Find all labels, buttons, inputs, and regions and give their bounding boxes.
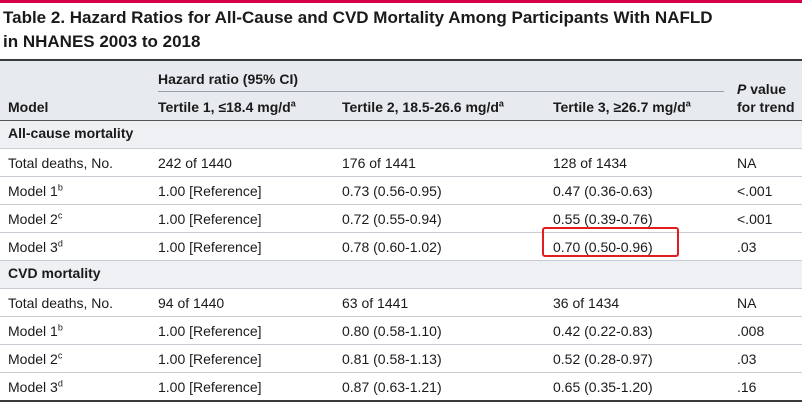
tertile-2-cell: 0.72 (0.55-0.94) xyxy=(342,211,442,227)
tertile-3-cell: 0.52 (0.28-0.97) xyxy=(553,351,653,367)
tertile-1-cell: 1.00 [Reference] xyxy=(158,211,262,227)
section-label: CVD mortality xyxy=(8,265,101,281)
p-value-column-header: P value xyxy=(737,80,786,98)
tertile-3-cell: 0.47 (0.36-0.63) xyxy=(553,183,653,199)
footnote-marker: b xyxy=(57,322,63,333)
model-column-header: Model xyxy=(8,99,49,115)
row-divider xyxy=(0,260,802,261)
top-accent-rule xyxy=(0,0,802,3)
model-cell: Model 1b xyxy=(8,322,63,340)
table-title-line-1: Table 2. Hazard Ratios for All-Cause and… xyxy=(3,8,713,27)
footnote-marker: c xyxy=(57,350,63,361)
p-value-cell: NA xyxy=(737,155,757,171)
model-label: Model 3 xyxy=(8,379,58,395)
p-value-cell: .03 xyxy=(737,351,757,367)
tertile-3-cell: 36 of 1434 xyxy=(553,295,620,311)
model-cell: Model 1b xyxy=(8,182,63,200)
row-divider xyxy=(0,372,802,373)
tertile-3-cell: 128 of 1434 xyxy=(553,155,627,171)
tertile-1-cell: 242 of 1440 xyxy=(158,155,232,171)
model-label: Model 2 xyxy=(8,211,58,227)
tertile-1-cell: 1.00 [Reference] xyxy=(158,183,262,199)
tertile-3-column-header: Tertile 3, ≥26.7 mg/da xyxy=(553,98,691,116)
tertile-2-cell: 176 of 1441 xyxy=(342,155,416,171)
p-value-cell: .008 xyxy=(737,323,765,339)
tertile-2-cell: 0.73 (0.56-0.95) xyxy=(342,183,442,199)
footnote-a-marker: a xyxy=(685,98,691,109)
model-cell: Model 3d xyxy=(8,378,63,396)
tertile-2-cell: 0.78 (0.60-1.02) xyxy=(342,239,442,255)
row-divider xyxy=(0,316,802,317)
p-value-cell: .03 xyxy=(737,239,757,255)
table-title: Table 2. Hazard Ratios for All-Cause and… xyxy=(3,6,793,54)
tertile-2-column-header: Tertile 2, 18.5-26.6 mg/da xyxy=(342,98,504,116)
footnote-marker: d xyxy=(57,238,63,249)
model-cell: Model 3d xyxy=(8,238,63,256)
model-label: Total deaths, No. xyxy=(8,295,114,311)
tertile-2-cell: 0.81 (0.58-1.13) xyxy=(342,351,442,367)
section-row xyxy=(0,121,802,148)
p-value-column-header-line-2: for trend xyxy=(737,99,795,115)
p-value-cell: <.001 xyxy=(737,183,773,199)
tertile-1-cell: 1.00 [Reference] xyxy=(158,379,262,395)
tertile-1-cell: 1.00 [Reference] xyxy=(158,351,262,367)
model-cell: Model 2c xyxy=(8,350,62,368)
model-cell: Total deaths, No. xyxy=(8,154,113,172)
model-cell: Model 2c xyxy=(8,210,62,228)
model-label: Model 1 xyxy=(8,323,58,339)
footnote-marker: d xyxy=(57,378,63,389)
p-value-cell: NA xyxy=(737,295,757,311)
section-row xyxy=(0,261,802,288)
row-divider xyxy=(0,204,802,205)
header-bottom-rule xyxy=(0,120,802,121)
tertile-3-cell: 0.42 (0.22-0.83) xyxy=(553,323,653,339)
row-divider xyxy=(0,288,802,289)
tertile-1-header-text: Tertile 1, ≤18.4 mg/d xyxy=(158,99,291,115)
highlighted-cell-box xyxy=(542,227,679,257)
tertile-2-header-text: Tertile 2, 18.5-26.6 mg/d xyxy=(342,99,499,115)
model-cell: Total deaths, No. xyxy=(8,294,113,312)
tertile-2-cell: 63 of 1441 xyxy=(342,295,409,311)
tertile-3-cell: 0.70 (0.50-0.96) xyxy=(553,239,653,255)
tertile-1-cell: 1.00 [Reference] xyxy=(158,323,262,339)
row-divider xyxy=(0,148,802,149)
tertile-1-cell: 1.00 [Reference] xyxy=(158,239,262,255)
header-top-rule xyxy=(0,59,802,61)
tertile-3-cell: 0.65 (0.35-1.20) xyxy=(553,379,653,395)
p-italic: P xyxy=(737,81,747,97)
tertile-1-cell: 94 of 1440 xyxy=(158,295,225,311)
hazard-ratio-group-rule xyxy=(158,91,724,92)
model-label: Model 2 xyxy=(8,351,58,367)
model-label: Total deaths, No. xyxy=(8,155,114,171)
section-label: All-cause mortality xyxy=(8,125,134,141)
hazard-ratio-group-header: Hazard ratio (95% CI) xyxy=(158,71,299,87)
tertile-3-header-text: Tertile 3, ≥26.7 mg/d xyxy=(553,99,686,115)
p-value-text: value xyxy=(746,81,787,97)
footnote-a-marker: a xyxy=(290,98,296,109)
tertile-2-cell: 0.87 (0.63-1.21) xyxy=(342,379,442,395)
footnote-a-marker: a xyxy=(498,98,504,109)
tertile-3-cell: 0.55 (0.39-0.76) xyxy=(553,211,653,227)
footnote-marker: b xyxy=(57,182,63,193)
table-title-line-2: in NHANES 2003 to 2018 xyxy=(3,32,201,51)
footnote-marker: c xyxy=(57,210,63,221)
model-label: Model 3 xyxy=(8,239,58,255)
tertile-2-cell: 0.80 (0.58-1.10) xyxy=(342,323,442,339)
p-value-cell: .16 xyxy=(737,379,757,395)
tertile-1-column-header: Tertile 1, ≤18.4 mg/da xyxy=(158,98,296,116)
row-divider xyxy=(0,344,802,345)
p-value-cell: <.001 xyxy=(737,211,773,227)
row-divider xyxy=(0,176,802,177)
model-label: Model 1 xyxy=(8,183,58,199)
row-divider xyxy=(0,232,802,233)
